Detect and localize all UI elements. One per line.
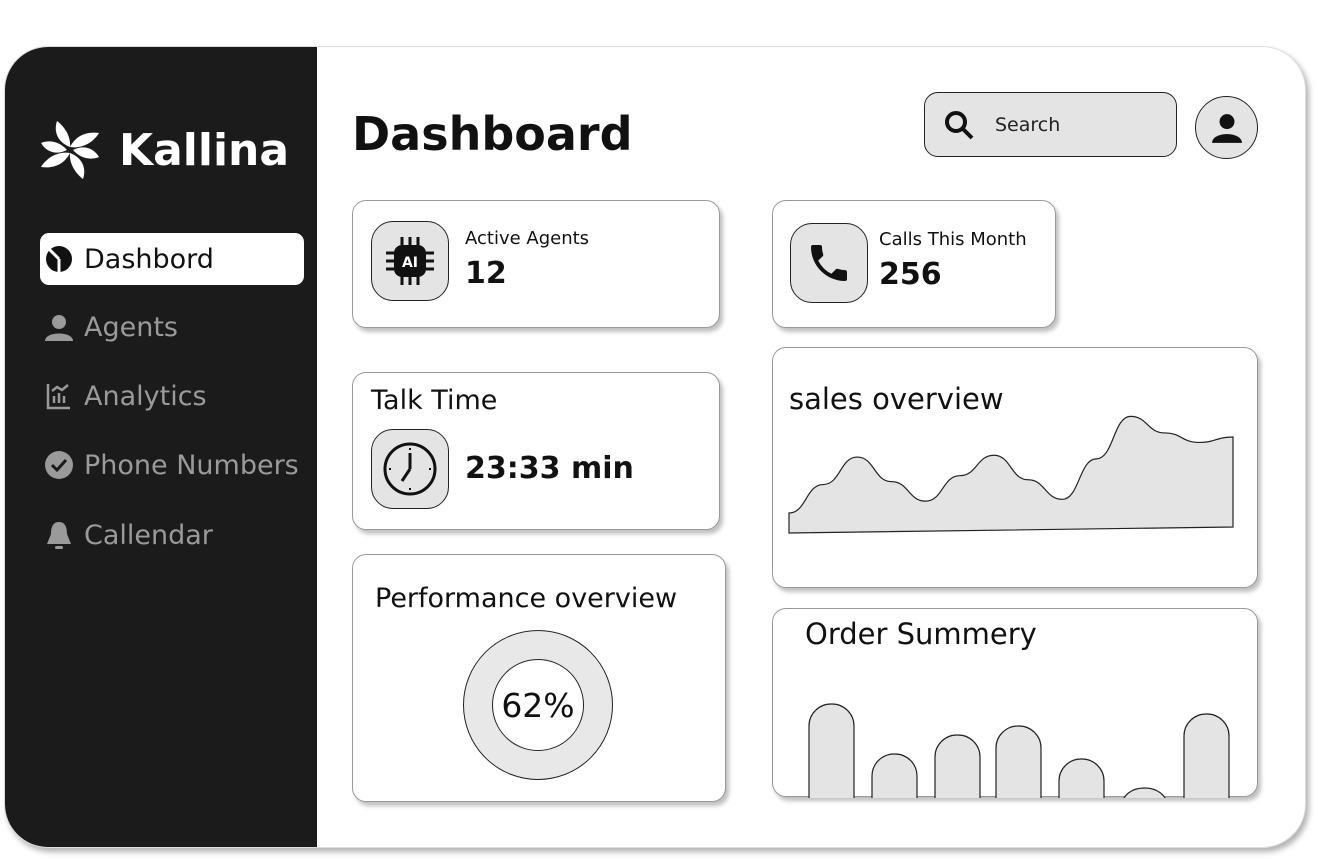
order-bar xyxy=(934,734,981,798)
pinwheel-logo-icon xyxy=(41,121,99,179)
search-placeholder: Search xyxy=(995,113,1061,136)
sales-area-chart xyxy=(788,415,1234,534)
card-label: Talk Time xyxy=(371,385,498,416)
card-title: sales overview xyxy=(789,382,1004,416)
order-bar xyxy=(1058,758,1105,798)
order-bar xyxy=(871,753,918,798)
bell-icon xyxy=(47,522,71,549)
order-bar-chart xyxy=(808,703,1230,798)
sidebar: Kallina Dashbord Agents Analytics Phone … xyxy=(5,47,317,847)
order-bar xyxy=(995,725,1042,798)
phone-icon xyxy=(790,223,868,303)
search-icon xyxy=(945,110,974,139)
card-value: 256 xyxy=(879,257,942,292)
analytics-icon xyxy=(46,384,70,410)
user-avatar-button[interactable] xyxy=(1195,96,1258,159)
card-value: 23:33 min xyxy=(465,451,634,486)
talk-time-card: Talk Time 23:33 min xyxy=(352,372,720,530)
page-title: Dashboard xyxy=(352,107,633,161)
sidebar-item-agents[interactable]: Agents xyxy=(40,301,304,353)
sidebar-item-dashboard[interactable]: Dashbord xyxy=(40,233,304,285)
sidebar-item-label: Callendar xyxy=(84,519,213,551)
order-bar xyxy=(808,703,855,798)
check-circle-icon xyxy=(45,451,73,479)
clock-icon xyxy=(371,429,449,509)
sidebar-item-analytics[interactable]: Analytics xyxy=(40,370,304,422)
sidebar-item-phone-numbers[interactable]: Phone Numbers xyxy=(40,439,304,491)
sales-area xyxy=(788,415,1234,534)
order-summary-card: Order Summery xyxy=(772,608,1258,798)
card-title: Order Summery xyxy=(805,617,1037,651)
sidebar-item-label: Phone Numbers xyxy=(84,449,299,481)
performance-donut xyxy=(463,630,613,780)
search-input[interactable]: Search xyxy=(924,92,1177,157)
app-window: Kallina Dashbord Agents Analytics Phone … xyxy=(4,46,1306,848)
order-bar xyxy=(1183,713,1230,798)
pie-chart-icon xyxy=(46,246,72,272)
brand-name: Kallina xyxy=(119,124,290,176)
card-label: Active Agents xyxy=(465,228,590,249)
sidebar-item-label: Agents xyxy=(84,311,178,343)
user-icon xyxy=(45,315,73,341)
calls-card: Calls This Month 256 xyxy=(772,200,1056,328)
card-value: 12 xyxy=(465,256,507,291)
active-agents-card: AI Active Agents 12 xyxy=(352,200,720,328)
sidebar-item-callendar[interactable]: Callendar xyxy=(40,509,304,561)
order-bar xyxy=(1123,787,1166,798)
card-label: Calls This Month xyxy=(879,229,1027,250)
performance-value: 62% xyxy=(501,686,575,725)
sidebar-item-label: Analytics xyxy=(84,380,207,412)
performance-card: Performance overview 62% xyxy=(352,554,726,802)
logo: Kallina xyxy=(39,119,289,181)
sidebar-item-label: Dashbord xyxy=(84,243,214,275)
user-icon xyxy=(1211,113,1242,143)
ai-chip-icon: AI xyxy=(371,221,449,301)
svg-text:AI: AI xyxy=(402,255,418,271)
card-title: Performance overview xyxy=(375,583,678,614)
sales-overview-card: sales overview xyxy=(772,347,1258,588)
